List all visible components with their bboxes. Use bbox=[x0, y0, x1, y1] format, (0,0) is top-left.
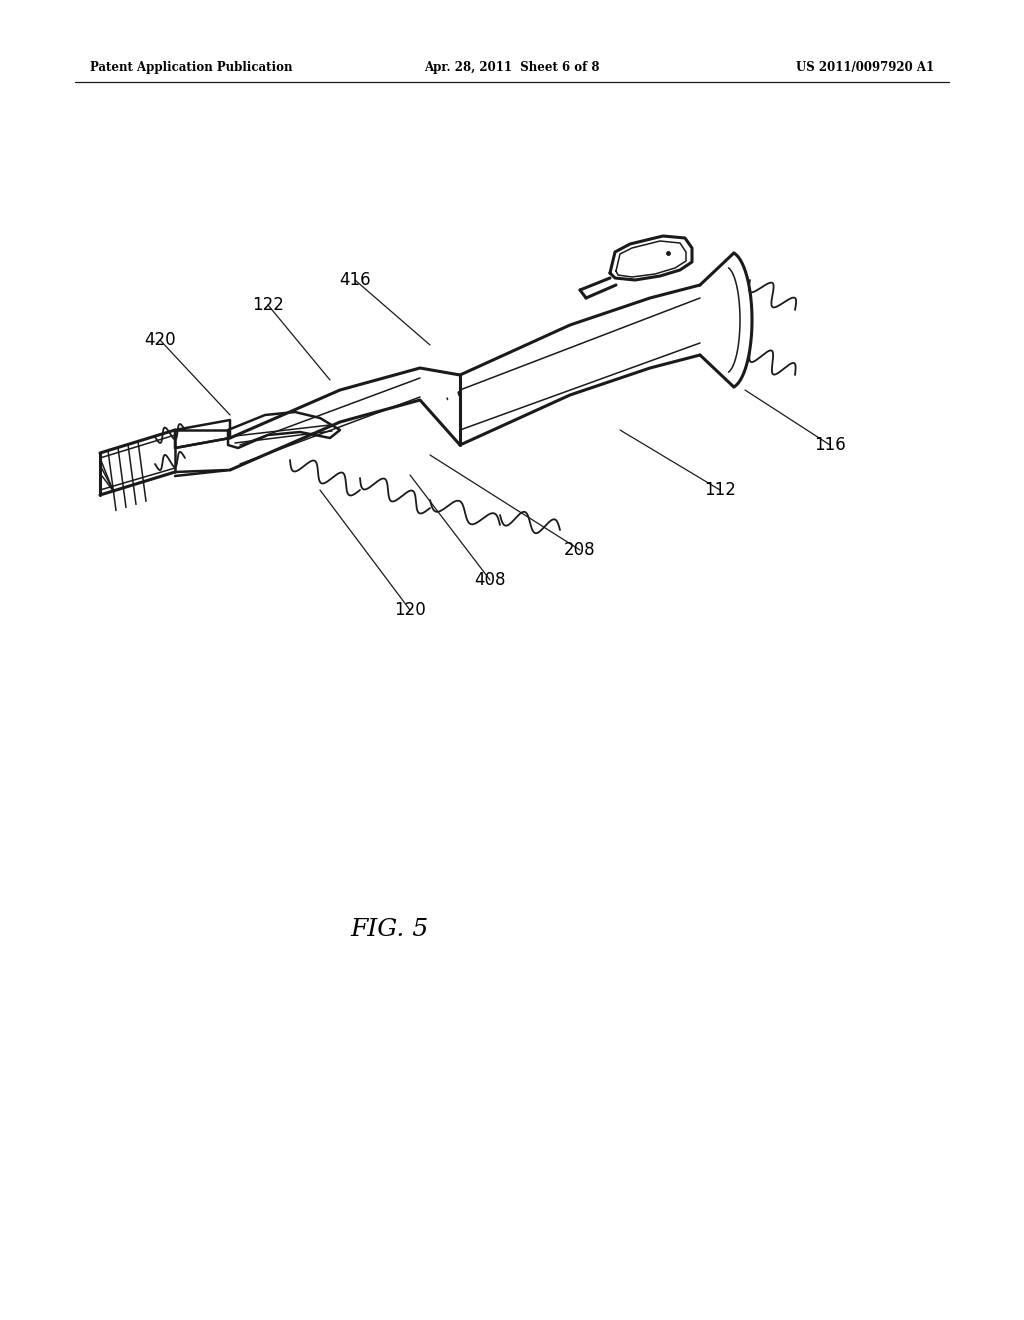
Text: 122: 122 bbox=[252, 296, 284, 314]
Text: 416: 416 bbox=[339, 271, 371, 289]
Text: 408: 408 bbox=[474, 572, 506, 589]
Text: 120: 120 bbox=[394, 601, 426, 619]
Text: Apr. 28, 2011  Sheet 6 of 8: Apr. 28, 2011 Sheet 6 of 8 bbox=[424, 62, 600, 74]
Text: 112: 112 bbox=[705, 480, 736, 499]
Text: 208: 208 bbox=[564, 541, 596, 558]
Text: US 2011/0097920 A1: US 2011/0097920 A1 bbox=[796, 62, 934, 74]
Text: Patent Application Publication: Patent Application Publication bbox=[90, 62, 293, 74]
Text: 116: 116 bbox=[814, 436, 846, 454]
Text: 420: 420 bbox=[144, 331, 176, 348]
Text: FIG. 5: FIG. 5 bbox=[351, 919, 429, 941]
